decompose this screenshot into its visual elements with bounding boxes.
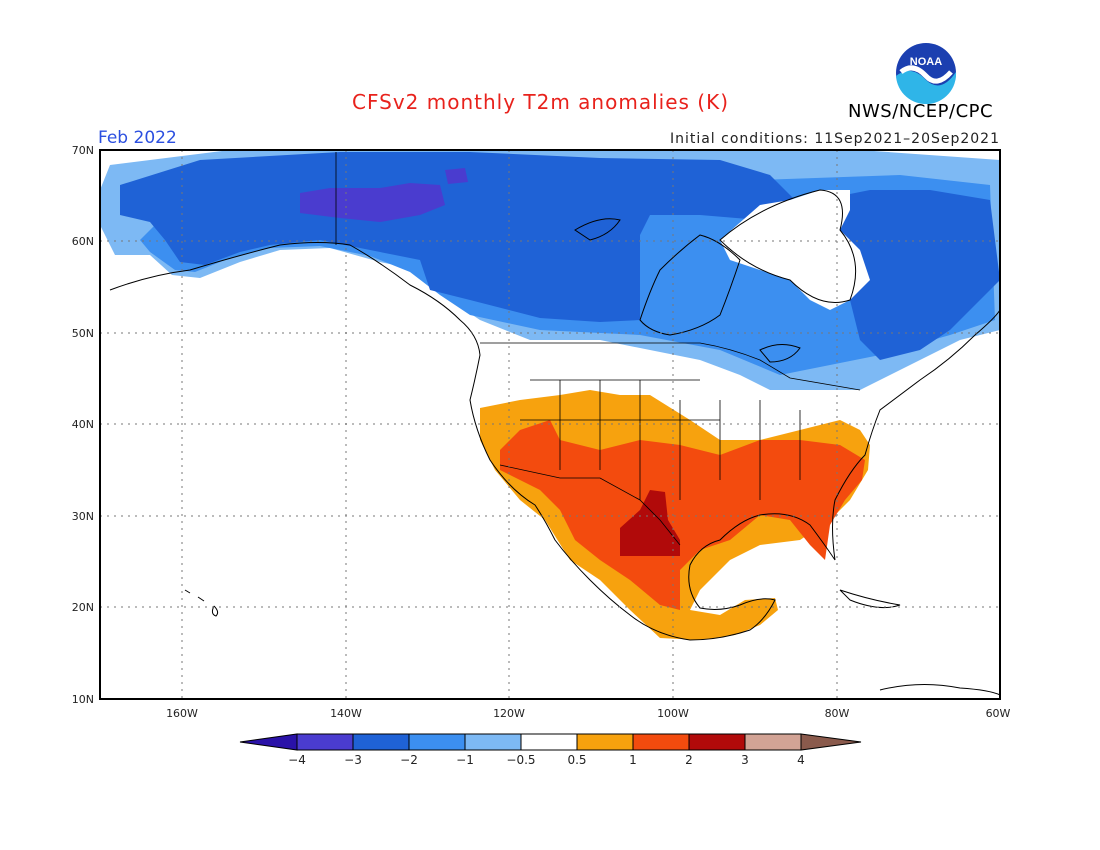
colorbar-tick-label: −4 [288, 753, 306, 767]
lat-label: 10N [72, 693, 94, 706]
lat-label: 60N [72, 235, 94, 248]
lon-label: 80W [825, 707, 850, 720]
colorbar-min-arrow [239, 733, 298, 751]
colorbar-swatch [576, 733, 634, 751]
colorbar-swatch [352, 733, 410, 751]
colorbar-tick-label: 2 [685, 753, 693, 767]
colorbar-tick-label: 4 [797, 753, 805, 767]
latitude-labels: 70N 60N 50N 40N 30N 20N 10N [72, 144, 94, 706]
colorbar-tick-label: −1 [456, 753, 474, 767]
colorbar-swatch [688, 733, 746, 751]
colorbar-max-arrow [800, 733, 862, 751]
colorbar-swatch [464, 733, 522, 751]
noaa-logo-icon: NOAA [896, 43, 957, 104]
colorbar-swatch [408, 733, 466, 751]
logo-text: NOAA [910, 56, 942, 68]
colorbar-tick-label: 1 [629, 753, 637, 767]
map-frame [99, 149, 1001, 700]
lat-label: 30N [72, 510, 94, 523]
lon-label: 140W [330, 707, 362, 720]
lon-label: 120W [493, 707, 525, 720]
colorbar-swatch [296, 733, 354, 751]
political-borders [335, 152, 861, 546]
warm-anomaly-strong [620, 490, 680, 556]
colorbar: −4 −3 −2 −1 −0.5 0.5 1 2 3 4 [239, 733, 862, 767]
colorbar-tick-label: 3 [741, 753, 749, 767]
chart-title: CFSv2 monthly T2m anomalies (K) [352, 90, 729, 114]
agency-label: NWS/NCEP/CPC [848, 101, 994, 122]
graticule [100, 150, 1000, 699]
lat-label: 20N [72, 601, 94, 614]
lat-label: 50N [72, 327, 94, 340]
greenland-area [720, 190, 870, 310]
colorbar-tick-label: −0.5 [506, 753, 535, 767]
colorbar-tick-label: −3 [344, 753, 362, 767]
cold-anomaly-medium [120, 152, 1000, 360]
lat-label: 40N [72, 418, 94, 431]
colorbar-tick-label: −2 [400, 753, 418, 767]
colorbar-swatch [744, 733, 802, 751]
lon-label: 160W [166, 707, 198, 720]
lat-label: 70N [72, 144, 94, 157]
coastlines [109, 189, 1001, 696]
lon-label: 100W [657, 707, 689, 720]
colorbar-swatch [632, 733, 690, 751]
warm-anomaly-medium [500, 420, 865, 610]
colorbar-swatch [520, 733, 578, 751]
lon-label: 60W [986, 707, 1011, 720]
colorbar-tick-label: 0.5 [567, 753, 586, 767]
initial-conditions: Initial conditions: 11Sep2021–20Sep2021 [669, 131, 1000, 147]
forecast-month: Feb 2022 [98, 128, 177, 148]
longitude-labels: 160W 140W 120W 100W 80W 60W [166, 707, 1010, 720]
